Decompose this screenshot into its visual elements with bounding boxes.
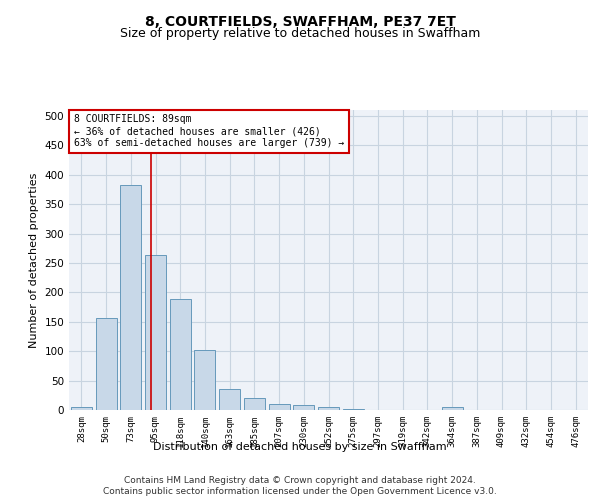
- Bar: [145, 256, 166, 410]
- Bar: [442, 407, 463, 410]
- Text: 8 COURTFIELDS: 89sqm
← 36% of detached houses are smaller (426)
63% of semi-deta: 8 COURTFIELDS: 89sqm ← 36% of detached h…: [74, 114, 344, 148]
- Bar: [194, 350, 215, 410]
- Bar: [120, 184, 141, 410]
- Bar: [170, 300, 191, 410]
- Bar: [269, 404, 290, 410]
- Bar: [318, 407, 339, 410]
- Text: Distribution of detached houses by size in Swaffham: Distribution of detached houses by size …: [153, 442, 447, 452]
- Text: Contains HM Land Registry data © Crown copyright and database right 2024.: Contains HM Land Registry data © Crown c…: [124, 476, 476, 485]
- Text: 8, COURTFIELDS, SWAFFHAM, PE37 7ET: 8, COURTFIELDS, SWAFFHAM, PE37 7ET: [145, 15, 455, 29]
- Bar: [293, 406, 314, 410]
- Bar: [71, 407, 92, 410]
- Bar: [219, 390, 240, 410]
- Text: Contains public sector information licensed under the Open Government Licence v3: Contains public sector information licen…: [103, 488, 497, 496]
- Y-axis label: Number of detached properties: Number of detached properties: [29, 172, 39, 348]
- Text: Size of property relative to detached houses in Swaffham: Size of property relative to detached ho…: [120, 28, 480, 40]
- Bar: [244, 398, 265, 410]
- Bar: [95, 318, 116, 410]
